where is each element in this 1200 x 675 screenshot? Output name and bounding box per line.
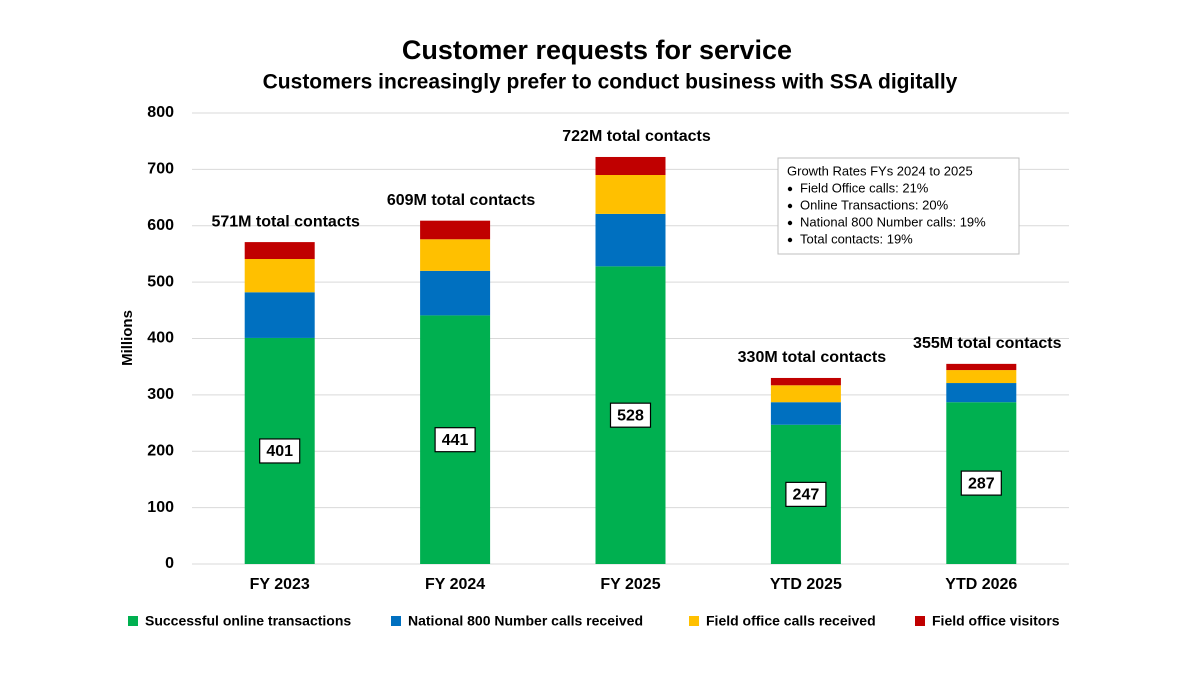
bar-segment: [946, 370, 1017, 384]
value-label: 287: [968, 475, 995, 492]
y-tick-label: 800: [147, 104, 174, 121]
y-axis-label: Millions: [119, 310, 136, 366]
text-box-title: Growth Rates FYs 2024 to 2025: [787, 163, 973, 178]
value-label: 441: [442, 432, 469, 449]
text-box-item: Field Office calls: 21%: [800, 180, 929, 195]
total-annotation: 330M total contacts: [738, 349, 887, 366]
x-tick-label: FY 2023: [250, 576, 310, 593]
bullet: [787, 237, 793, 243]
text-box-item: National 800 Number calls: 19%: [800, 214, 986, 229]
text-box-item: Online Transactions: 20%: [800, 197, 949, 212]
bar-segment: [770, 385, 841, 403]
bar-segment: [595, 156, 666, 176]
y-tick-label: 100: [147, 499, 174, 516]
legend-label: Successful online transactions: [145, 613, 351, 629]
bar-segment: [420, 239, 491, 271]
bullet: [787, 186, 793, 192]
y-tick-label: 200: [147, 442, 174, 459]
y-tick-label: 600: [147, 217, 174, 234]
legend-label: Field office calls received: [706, 613, 876, 629]
value-label-box: [259, 438, 301, 464]
y-tick-label: 300: [147, 386, 174, 403]
bar-segment: [946, 363, 1017, 371]
chart-title: Customer requests for service: [402, 35, 792, 65]
bar-segment: [770, 377, 841, 386]
value-label-box: [609, 402, 652, 428]
bar-segment: [770, 402, 841, 425]
bar-segment: [595, 175, 666, 214]
bullet: [787, 220, 793, 226]
chart-subtitle: Customers increasingly prefer to conduct…: [263, 71, 958, 94]
legend-swatch: [915, 616, 925, 626]
bar-segment: [244, 242, 315, 260]
bar-segment: [244, 292, 315, 338]
y-tick-label: 400: [147, 330, 174, 347]
bar-segment: [244, 259, 315, 293]
bar-segment: [420, 270, 491, 316]
legend-label: National 800 Number calls received: [408, 613, 643, 629]
total-annotation: 355M total contacts: [913, 335, 1062, 352]
y-tick-label: 0: [165, 555, 174, 572]
total-annotation: 571M total contacts: [211, 213, 360, 230]
text-box-item: Total contacts: 19%: [800, 231, 913, 246]
value-label: 247: [793, 487, 820, 504]
bar-segment: [946, 383, 1017, 403]
value-label: 528: [617, 407, 644, 424]
y-tick-label: 500: [147, 273, 174, 290]
legend-swatch: [128, 616, 138, 626]
value-label-box: [434, 427, 476, 453]
legend-swatch: [391, 616, 401, 626]
value-label-box: [785, 481, 827, 507]
total-annotation: 609M total contacts: [387, 192, 536, 209]
value-label-box: [960, 470, 1002, 496]
x-tick-label: YTD 2025: [770, 576, 842, 593]
value-label: 401: [266, 443, 293, 460]
x-tick-label: YTD 2026: [945, 576, 1017, 593]
total-annotation: 722M total contacts: [562, 128, 711, 145]
y-tick-label: 700: [147, 161, 174, 178]
bar-segment: [420, 220, 491, 240]
text-box: [777, 157, 1020, 255]
legend-swatch: [689, 616, 699, 626]
x-tick-label: FY 2025: [600, 576, 660, 593]
bar-segment: [595, 213, 666, 267]
bullet: [787, 203, 793, 209]
x-tick-label: FY 2024: [425, 576, 485, 593]
legend-label: Field office visitors: [932, 613, 1060, 629]
